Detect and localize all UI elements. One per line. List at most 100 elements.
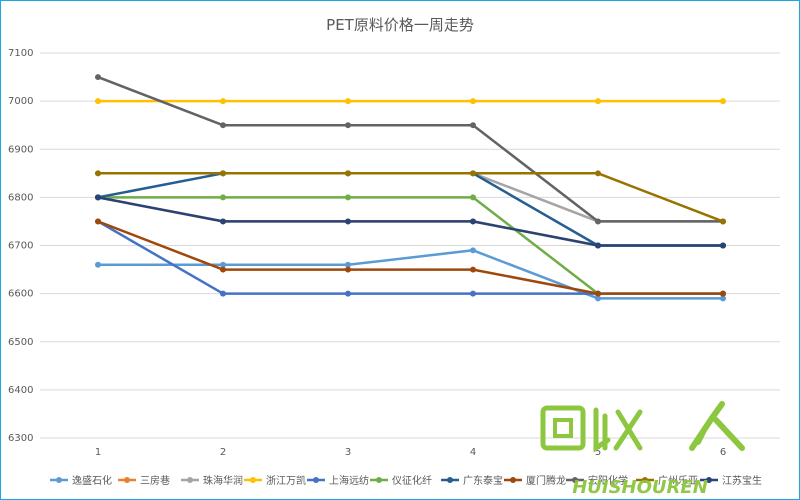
legend-swatch-marker [313, 477, 319, 483]
legend-label: 仪征化纤 [392, 474, 432, 487]
data-point [345, 266, 351, 273]
legend-item: 仪征化纤 [370, 474, 432, 487]
data-point [720, 218, 726, 225]
data-point [470, 218, 476, 225]
data-point [595, 242, 601, 249]
data-point [345, 98, 351, 105]
data-point [220, 122, 226, 129]
logo-glyph-shou [593, 407, 643, 453]
legend-swatch-marker [250, 477, 256, 483]
logo-subtext: HUISHOUREN [572, 477, 708, 498]
legend-label: 逸盛石化 [72, 474, 112, 487]
y-tick-label: 6800 [8, 192, 33, 203]
series-4 [95, 98, 726, 105]
y-tick-label: 7100 [8, 48, 33, 59]
data-point [595, 98, 601, 105]
data-point [220, 98, 226, 105]
data-point [720, 290, 726, 297]
legend-label: 上海远纺 [329, 474, 369, 487]
legend-item: 逸盛石化 [50, 474, 112, 487]
y-axis-ticks: 6300 6400 6500 6600 6700 6800 6900 7000 7100 [8, 48, 33, 444]
data-point [345, 194, 351, 201]
legend-label: 三房巷 [140, 474, 170, 487]
x-tick-label: 6 [720, 447, 726, 458]
data-point [95, 194, 101, 201]
data-point [95, 74, 101, 81]
data-point [470, 290, 476, 297]
legend-item: 广州乐亚 [636, 475, 698, 487]
legend-label: 广州乐亚 [658, 475, 698, 487]
series-8 [95, 218, 726, 297]
legend: 逸盛石化 三房巷 珠海华润 浙江万凯 上海远纺 仪征化纤 广东泰宝 厦门腾龙 宏阳化学 广州乐亚 江… [50, 474, 762, 487]
data-point [220, 194, 226, 201]
legend-swatch-marker [56, 477, 62, 483]
y-tick-label: 7000 [8, 96, 33, 107]
series-line [98, 249, 723, 300]
series-line [97, 220, 723, 295]
x-tick-label: 3 [345, 447, 351, 458]
data-point [95, 261, 101, 268]
data-point [345, 261, 351, 268]
data-point [345, 218, 351, 225]
data-point [220, 170, 226, 177]
x-tick-label: 1 [95, 447, 101, 458]
legend-item: 上海远纺 [307, 474, 369, 487]
y-tick-label: 6600 [8, 289, 33, 300]
series-group [95, 74, 726, 302]
data-point [345, 170, 351, 177]
legend-label: 厦门腾龙 [526, 474, 566, 487]
legend-label: 浙江万凯 [266, 474, 306, 487]
legend-label: 江苏宝生 [722, 474, 762, 487]
series-11 [95, 194, 726, 249]
data-point [220, 290, 226, 297]
legend-swatch-marker [706, 477, 712, 483]
series-line [98, 172, 724, 223]
y-tick-label: 6300 [8, 433, 33, 444]
legend-swatch-marker [187, 477, 193, 483]
legend-swatch-marker [124, 477, 130, 483]
legend-swatch-marker [642, 477, 648, 483]
logo-glyph-box [540, 405, 586, 451]
x-tick-label: 5 [595, 447, 601, 458]
data-point [470, 122, 476, 129]
data-point [220, 218, 226, 225]
data-point [720, 242, 726, 249]
legend-item: 厦门腾龙 [504, 474, 566, 487]
data-point [595, 290, 601, 297]
data-point [470, 266, 476, 273]
y-tick-label: 6500 [8, 337, 33, 348]
legend-swatch-marker [572, 477, 578, 483]
logo-glyph-inner [553, 418, 573, 438]
data-point [95, 170, 101, 177]
chart-title: PET原料价格一周走势 [326, 16, 474, 34]
data-point [95, 98, 101, 105]
series-line [97, 75, 723, 223]
legend-swatch-marker [447, 477, 453, 483]
x-tick-label: 4 [470, 447, 476, 458]
y-tick-label: 6400 [8, 385, 33, 396]
legend-label: 珠海华润 [203, 474, 243, 487]
legend-swatch-marker [376, 477, 382, 483]
data-point [720, 98, 726, 105]
legend-item: 浙江万凯 [244, 474, 306, 487]
legend-item: 珠海华润 [181, 474, 243, 487]
legend-label: 宏阳化学 [588, 474, 628, 487]
legend-swatch-marker [510, 477, 516, 483]
data-point [220, 266, 226, 273]
data-point [470, 170, 476, 177]
x-tick-label: 2 [220, 447, 226, 458]
y-tick-label: 6700 [8, 241, 33, 252]
series-1 [95, 247, 726, 302]
x-axis-ticks: 1 2 3 4 5 6 [95, 447, 726, 458]
legend-item: 三房巷 [118, 474, 170, 487]
data-point [595, 218, 601, 225]
data-point [595, 295, 601, 302]
series-7 [95, 170, 726, 249]
series-line [97, 196, 723, 247]
data-point [470, 247, 476, 254]
data-point [720, 295, 726, 302]
data-point [595, 170, 601, 177]
series-9 [95, 74, 726, 225]
